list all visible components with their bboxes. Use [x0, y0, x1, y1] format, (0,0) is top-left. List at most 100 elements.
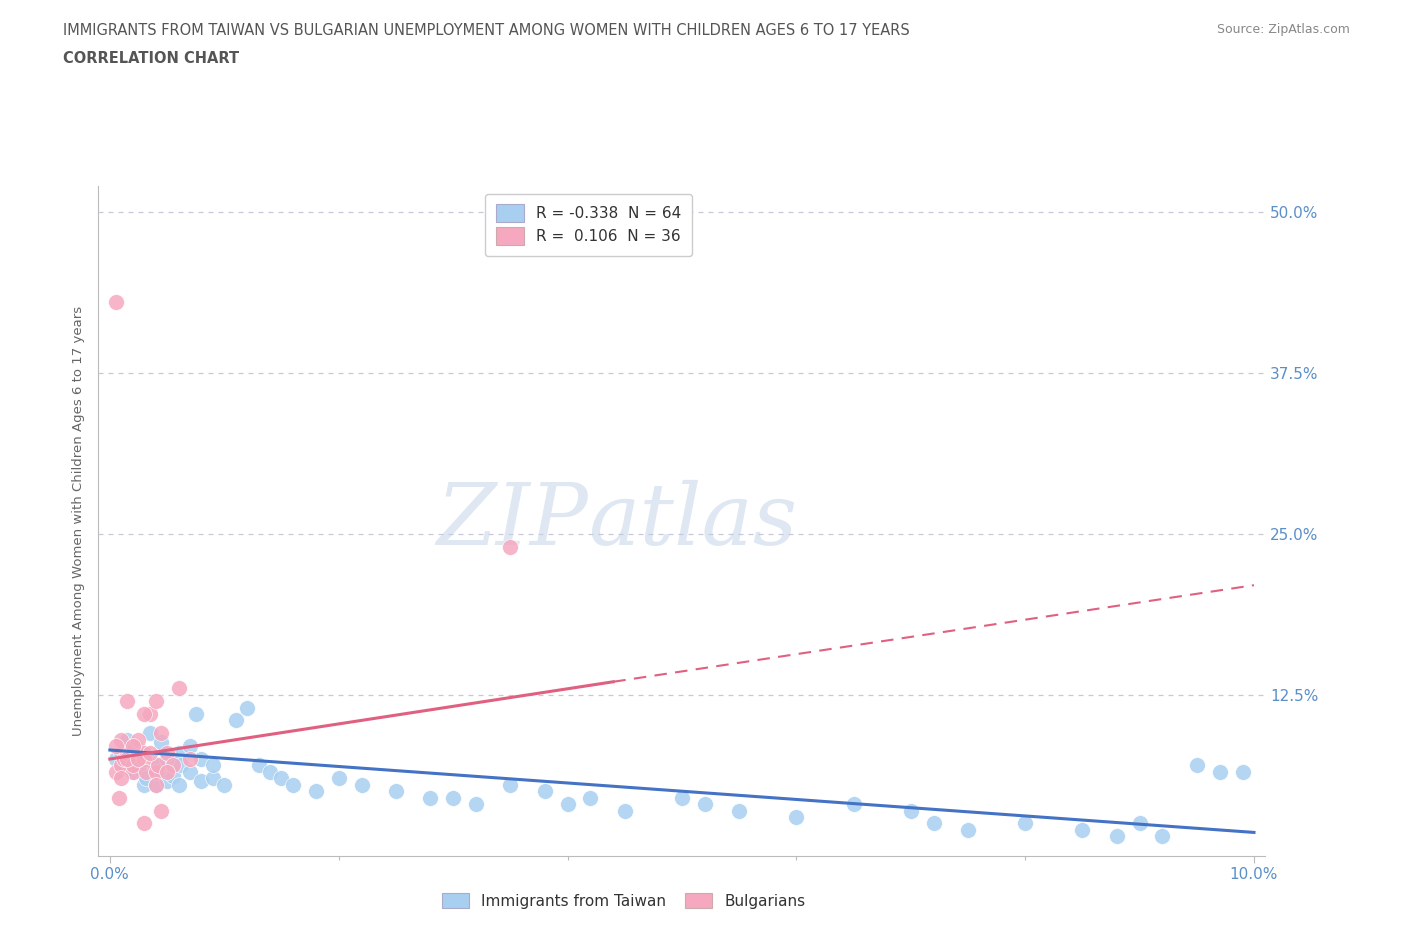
- Point: [179, 764, 201, 779]
- Point: [156, 774, 179, 789]
- Point: [693, 797, 716, 812]
- Text: atlas: atlas: [589, 480, 797, 562]
- Point: [214, 777, 236, 792]
- Point: [121, 758, 143, 773]
- Point: [179, 751, 201, 766]
- Point: [170, 758, 193, 773]
- Point: [350, 777, 373, 792]
- Point: [671, 790, 693, 805]
- Point: [167, 745, 190, 760]
- Point: [134, 777, 156, 792]
- Point: [145, 758, 167, 773]
- Point: [146, 758, 169, 773]
- Point: [156, 751, 179, 766]
- Y-axis label: Unemployment Among Women with Children Ages 6 to 17 years: Unemployment Among Women with Children A…: [72, 306, 86, 736]
- Point: [1128, 816, 1150, 830]
- Point: [127, 732, 149, 747]
- Point: [104, 751, 127, 766]
- Point: [104, 738, 127, 753]
- Point: [134, 707, 156, 722]
- Point: [145, 777, 167, 792]
- Point: [135, 764, 157, 779]
- Point: [150, 735, 173, 750]
- Point: [145, 777, 167, 792]
- Point: [441, 790, 464, 805]
- Point: [134, 816, 156, 830]
- Point: [281, 777, 304, 792]
- Point: [121, 738, 143, 753]
- Point: [499, 539, 522, 554]
- Legend: Immigrants from Taiwan, Bulgarians: Immigrants from Taiwan, Bulgarians: [436, 886, 811, 915]
- Point: [728, 804, 751, 818]
- Text: Source: ZipAtlas.com: Source: ZipAtlas.com: [1216, 23, 1350, 36]
- Point: [139, 707, 162, 722]
- Point: [557, 797, 579, 812]
- Text: IMMIGRANTS FROM TAIWAN VS BULGARIAN UNEMPLOYMENT AMONG WOMEN WITH CHILDREN AGES : IMMIGRANTS FROM TAIWAN VS BULGARIAN UNEM…: [63, 23, 910, 38]
- Point: [1152, 829, 1174, 844]
- Point: [135, 771, 157, 786]
- Point: [162, 768, 184, 783]
- Point: [115, 694, 138, 709]
- Point: [112, 751, 135, 766]
- Point: [110, 732, 132, 747]
- Point: [110, 771, 132, 786]
- Point: [167, 681, 190, 696]
- Point: [225, 713, 247, 728]
- Point: [1208, 764, 1230, 779]
- Point: [842, 797, 865, 812]
- Point: [1105, 829, 1128, 844]
- Point: [270, 771, 292, 786]
- Point: [465, 797, 488, 812]
- Point: [139, 725, 162, 740]
- Point: [108, 790, 131, 805]
- Point: [127, 761, 149, 776]
- Point: [146, 764, 169, 779]
- Point: [201, 758, 224, 773]
- Point: [115, 745, 138, 760]
- Point: [156, 764, 179, 779]
- Point: [115, 751, 138, 766]
- Point: [150, 804, 173, 818]
- Point: [1232, 764, 1254, 779]
- Point: [328, 771, 350, 786]
- Point: [121, 764, 143, 779]
- Point: [134, 751, 156, 766]
- Point: [1185, 758, 1208, 773]
- Point: [419, 790, 441, 805]
- Point: [579, 790, 602, 805]
- Point: [156, 745, 179, 760]
- Point: [613, 804, 636, 818]
- Point: [112, 758, 135, 773]
- Point: [1014, 816, 1036, 830]
- Point: [179, 738, 201, 753]
- Point: [785, 809, 807, 824]
- Text: ZIP: ZIP: [437, 480, 589, 562]
- Point: [305, 784, 328, 799]
- Point: [167, 777, 190, 792]
- Text: CORRELATION CHART: CORRELATION CHART: [63, 51, 239, 66]
- Point: [900, 804, 922, 818]
- Point: [134, 745, 156, 760]
- Point: [134, 745, 156, 760]
- Point: [236, 700, 259, 715]
- Point: [145, 764, 167, 779]
- Point: [499, 777, 522, 792]
- Point: [247, 758, 270, 773]
- Point: [150, 725, 173, 740]
- Point: [104, 764, 127, 779]
- Point: [127, 751, 149, 766]
- Point: [1071, 822, 1094, 837]
- Point: [190, 751, 212, 766]
- Point: [184, 707, 207, 722]
- Point: [201, 771, 224, 786]
- Point: [121, 738, 143, 753]
- Point: [922, 816, 945, 830]
- Point: [956, 822, 979, 837]
- Point: [121, 764, 143, 779]
- Point: [104, 295, 127, 310]
- Point: [124, 755, 146, 770]
- Point: [533, 784, 555, 799]
- Point: [115, 732, 138, 747]
- Point: [139, 745, 162, 760]
- Point: [385, 784, 408, 799]
